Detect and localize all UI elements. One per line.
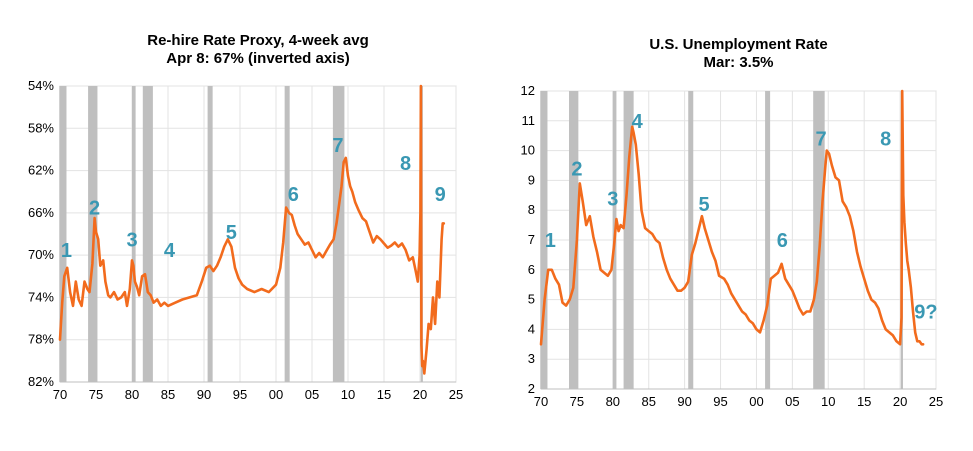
right-recession-bar [688, 91, 694, 389]
right-x-tick-label: 05 [785, 394, 799, 409]
left-recession-bar [207, 86, 213, 382]
right-cycle-label-2: 2 [571, 158, 582, 180]
left-cycle-label-3: 3 [126, 229, 137, 251]
left-x-tick-label: 70 [53, 387, 67, 402]
left-x-tick-label: 20 [413, 387, 427, 402]
right-cycle-label-4: 4 [632, 111, 644, 133]
right-x-tick-label: 85 [641, 394, 655, 409]
right-x-tick-label: 70 [534, 394, 548, 409]
left-x-tick-label: 15 [377, 387, 391, 402]
left-y-tick-label: 66% [28, 205, 54, 220]
left-recession-bar [132, 86, 136, 382]
right-cycle-label-7: 7 [816, 129, 827, 151]
right-x-tick-label: 75 [570, 394, 584, 409]
right-cycle-label-1: 1 [545, 230, 556, 252]
left-x-tick-label: 75 [89, 387, 103, 402]
left-y-tick-label: 70% [28, 247, 54, 262]
right-recession-bar [623, 91, 634, 389]
right-series-line [539, 89, 925, 346]
right-x-tick-label: 15 [857, 394, 871, 409]
right-y-tick-label: 3 [528, 351, 535, 366]
right-cycle-label-9: 9? [914, 302, 937, 324]
left-x-tick-label: 80 [125, 387, 139, 402]
right-chart-subtitle: Mar: 3.5% [703, 54, 774, 71]
right-y-tick-label: 12 [521, 83, 535, 98]
right-recession-bar [569, 91, 579, 389]
left-chart-subtitle: Apr 8: 67% (inverted axis) [166, 50, 350, 67]
left-cycle-label-6: 6 [288, 184, 299, 206]
right-x-tick-label: 10 [821, 394, 835, 409]
left-cycle-label-7: 7 [332, 135, 343, 157]
left-chart-title: Re-hire Rate Proxy, 4-week avg Apr 8: 67… [60, 32, 456, 68]
left-y-tick-label: 78% [28, 332, 54, 347]
left-plot-area [59, 85, 457, 383]
right-y-tick-label: 6 [528, 262, 535, 277]
left-cycle-label-4: 4 [164, 240, 176, 262]
right-y-tick-label: 7 [528, 232, 535, 247]
left-recession-bar [59, 86, 67, 382]
right-chart-title: U.S. Unemployment Rate Mar: 3.5% [541, 36, 936, 72]
right-x-tick-label: 20 [893, 394, 907, 409]
left-x-tick-label: 95 [233, 387, 247, 402]
right-y-tick-label: 11 [522, 113, 536, 128]
left-y-tick-label: 82% [28, 374, 54, 389]
right-y-tick-label: 9 [528, 172, 535, 187]
left-cycle-label-1: 1 [61, 240, 72, 262]
left-chart: 54%58%62%66%70%74%78%82%70 75 80 85 90 95 00 05… [28, 78, 463, 402]
left-cycle-label-2: 2 [89, 198, 100, 220]
left-x-tick-label: 10 [341, 387, 355, 402]
left-chart-title-line: Re-hire Rate Proxy, 4-week avg [147, 32, 369, 49]
left-cycle-label-8: 8 [400, 153, 411, 175]
right-y-tick-label: 5 [528, 292, 535, 307]
left-recession-bar [142, 86, 153, 382]
right-cycle-label-6: 6 [777, 230, 788, 252]
left-y-tick-label: 54% [28, 78, 54, 93]
left-x-tick-label: 05 [305, 387, 319, 402]
left-recession-bar [332, 86, 345, 382]
right-y-tick-label: 10 [521, 143, 535, 158]
right-cycle-label-8: 8 [880, 129, 891, 151]
right-recession-bar [765, 91, 771, 389]
left-x-tick-label: 25 [449, 387, 463, 402]
right-y-tick-label: 2 [528, 381, 535, 396]
right-y-tick-label: 4 [528, 321, 535, 336]
left-recession-bar [284, 86, 290, 382]
right-x-tick-label: 00 [749, 394, 763, 409]
left-series-line [58, 84, 446, 375]
left-cycle-label-9: 9 [435, 184, 446, 206]
left-cycle-label-5: 5 [226, 222, 237, 244]
right-cycle-label-3: 3 [607, 188, 618, 210]
left-x-tick-label: 85 [161, 387, 175, 402]
left-y-tick-label: 74% [28, 289, 54, 304]
right-cycle-label-5: 5 [698, 194, 709, 216]
right-x-tick-label: 95 [713, 394, 727, 409]
left-x-tick-label: 00 [269, 387, 283, 402]
right-recession-bar [540, 91, 548, 389]
left-x-tick-label: 90 [197, 387, 211, 402]
right-x-tick-label: 25 [929, 394, 943, 409]
right-y-tick-label: 8 [528, 202, 535, 217]
left-y-tick-label: 62% [28, 163, 54, 178]
right-x-tick-label: 80 [606, 394, 620, 409]
right-chart-title-line: U.S. Unemployment Rate [649, 36, 828, 53]
left-y-tick-label: 58% [28, 120, 54, 135]
right-x-tick-label: 90 [677, 394, 691, 409]
